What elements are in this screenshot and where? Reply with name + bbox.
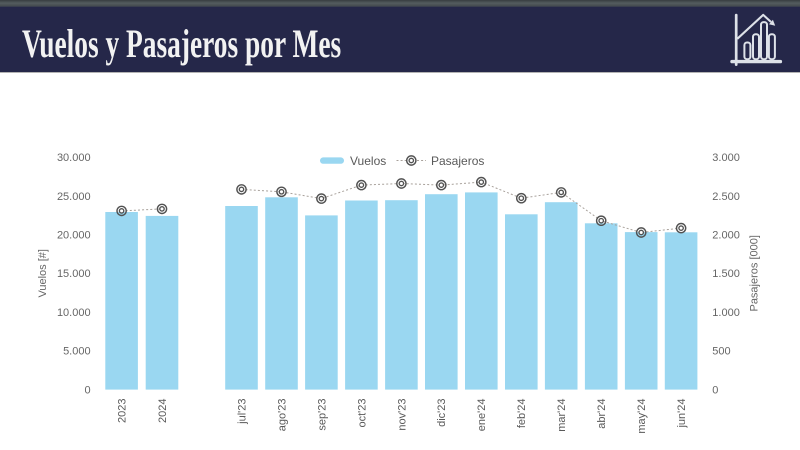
svg-text:15.000: 15.000: [57, 268, 91, 280]
svg-text:30.000: 30.000: [57, 152, 91, 164]
svg-text:0: 0: [712, 384, 718, 396]
svg-text:2024: 2024: [157, 399, 169, 423]
svg-text:sep'23: sep'23: [316, 399, 328, 431]
svg-text:jun'24: jun'24: [676, 399, 688, 429]
svg-text:500: 500: [712, 346, 730, 358]
svg-text:Pasajeros [000]: Pasajeros [000]: [749, 235, 761, 311]
svg-text:Vuelos [#]: Vuelos [#]: [37, 249, 49, 298]
svg-text:mar'24: mar'24: [556, 399, 568, 432]
svg-text:20.000: 20.000: [57, 230, 91, 242]
svg-text:dic'23: dic'23: [436, 399, 448, 427]
svg-text:25.000: 25.000: [57, 191, 91, 203]
svg-text:3.000: 3.000: [712, 152, 740, 164]
svg-text:1.000: 1.000: [712, 307, 740, 319]
svg-text:may'24: may'24: [636, 399, 648, 434]
svg-text:Vuelos: Vuelos: [350, 154, 386, 168]
svg-text:feb'24: feb'24: [516, 399, 528, 429]
svg-text:1.500: 1.500: [712, 268, 740, 280]
svg-text:ene'24: ene'24: [476, 399, 488, 432]
svg-text:nov'23: nov'23: [396, 399, 408, 431]
svg-text:Pasajeros: Pasajeros: [431, 154, 484, 168]
svg-text:5.000: 5.000: [63, 346, 91, 358]
svg-text:0: 0: [84, 384, 90, 396]
svg-text:oct'23: oct'23: [356, 399, 368, 428]
svg-text:2.000: 2.000: [712, 230, 740, 242]
svg-text:jul'23: jul'23: [236, 399, 248, 425]
svg-text:2.500: 2.500: [712, 191, 740, 203]
svg-text:abr'24: abr'24: [596, 399, 608, 429]
svg-text:ago'23: ago'23: [276, 399, 288, 432]
svg-text:10.000: 10.000: [57, 307, 91, 319]
svg-text:2023: 2023: [117, 399, 129, 423]
